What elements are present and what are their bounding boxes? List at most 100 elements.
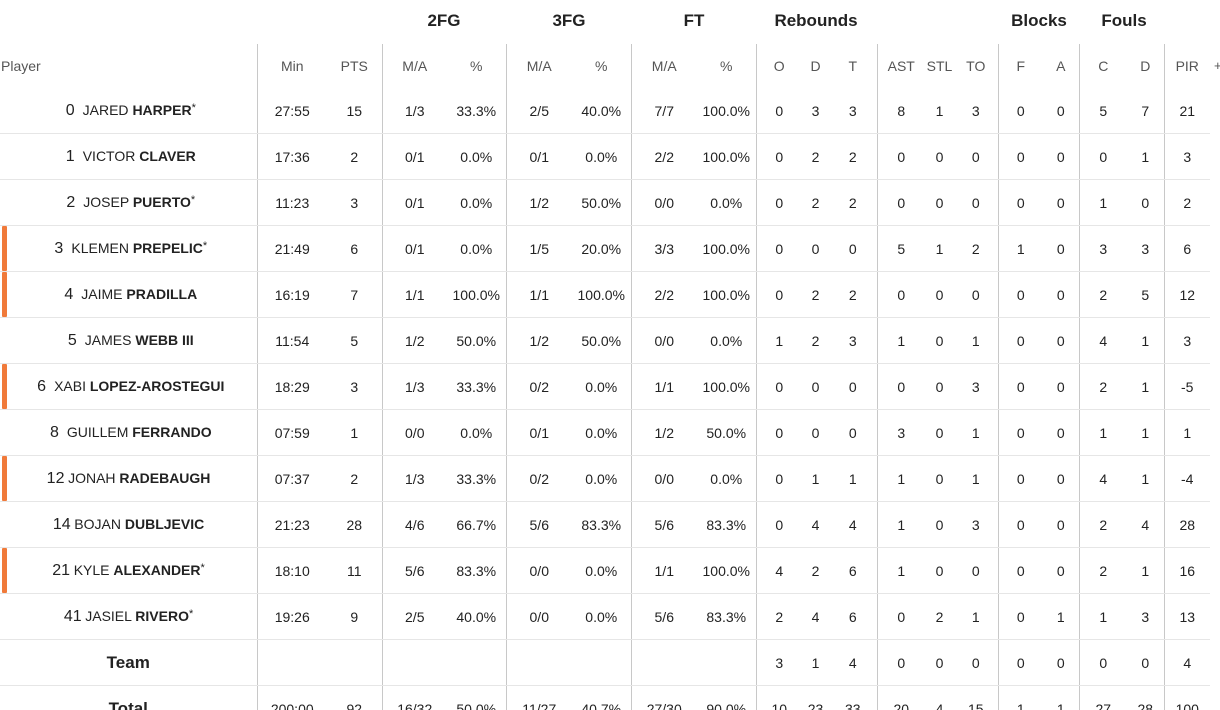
cell-reb-t: 4 [829,639,877,686]
cell-ft-pct: 100.0% [697,225,756,272]
col-header-reb-o[interactable]: O [755,44,802,88]
cell-reb-d: 2 [802,317,829,364]
cell-ast: 0 [876,179,925,226]
player-cell[interactable]: 5 JAMES WEBB III [0,317,257,364]
player-first-name[interactable]: XABI [54,377,86,394]
cell-2fg-ma: 2/5 [381,593,447,640]
cell-ft-ma [630,639,697,686]
cell-foul-d: 7 [1127,88,1164,134]
player-row[interactable]: 12 JONAH RADEBAUGH 07:37 2 1/3 33.3% 0/2 0.0% 0/… [0,455,1210,502]
player-row[interactable]: 1 VICTOR CLAVER 17:36 2 0/1 0.0% 0/1 0.0% 2/2 100… [0,133,1210,180]
col-header-ft-ma[interactable]: M/A [630,44,697,88]
player-last-name[interactable]: ALEXANDER [113,561,201,578]
player-last-name[interactable]: DUBLJEVIC [124,515,205,532]
col-header-2fg-ma[interactable]: M/A [381,44,447,88]
player-row[interactable]: 6 XABI LOPEZ-AROSTEGUI 18:29 3 1/3 33.3% 0/2 0.… [0,363,1210,410]
cell-ast: 0 [876,639,925,686]
col-header-2fg-pct[interactable]: % [470,58,483,74]
col-header-3fg-ma[interactable]: M/A [505,44,572,88]
col-header-foul-c[interactable]: C [1078,44,1127,88]
cell-blk-a: 0 [1043,547,1079,594]
player-cell[interactable]: 0 JARED HARPER* [0,88,257,134]
player-cell[interactable]: 8 GUILLEM FERRANDO [0,409,257,456]
col-header-player[interactable]: Player [1,58,41,74]
cell-3fg-ma: 0/2 [505,363,572,410]
col-header-reb-t[interactable]: T [848,58,858,74]
cell-foul-d: 28 [1137,700,1154,710]
player-first-name[interactable]: BOJAN [74,515,121,532]
player-last-name[interactable]: LOPEZ-AROSTEGUI [89,377,225,394]
col-header-to[interactable]: TO [966,58,986,74]
player-cell[interactable]: 21 KYLE ALEXANDER* [0,547,257,594]
player-row[interactable]: 0 JARED HARPER* 27:55 15 1/3 33.3% 2/5 40.0% 7/7… [0,88,1210,134]
player-first-name[interactable]: VICTOR [82,147,136,164]
player-row[interactable]: 21 KYLE ALEXANDER* 18:10 11 5/6 83.3% 0/0 0.0% 1… [0,547,1210,594]
cell-3fg-pct: 0.0% [572,133,631,180]
cell-foul-c: 1 [1078,179,1127,226]
player-row[interactable]: 8 GUILLEM FERRANDO 07:59 1 0/0 0.0% 0/1 0.0% 1/2… [0,409,1210,456]
cell-min: 21:23 [256,501,327,548]
player-last-name[interactable]: FERRANDO [132,423,212,440]
player-first-name[interactable]: JONAH [68,469,116,486]
player-last-name[interactable]: WEBB III [135,331,194,348]
col-header-3fg-pct[interactable]: % [595,58,608,74]
player-cell[interactable]: 12 JONAH RADEBAUGH [0,455,257,502]
player-first-name[interactable]: GUILLEM [66,423,129,440]
col-header-blk-a[interactable]: A [1056,58,1066,74]
col-header-stl[interactable]: STL [926,58,953,74]
player-cell[interactable]: 3 KLEMEN PREPELIC* [0,225,257,272]
player-last-name[interactable]: HARPER [132,101,192,118]
cell-foul-c: 3 [1078,225,1127,272]
player-cell[interactable]: 14 BOJAN DUBLJEVIC [0,501,257,548]
player-first-name[interactable]: JARED [82,101,129,118]
player-cell[interactable]: 6 XABI LOPEZ-AROSTEGUI [0,363,257,410]
player-last-name[interactable]: CLAVER [139,147,196,164]
cell-foul-d: 1 [1127,409,1164,456]
player-row[interactable]: 2 JOSEP PUERTO* 11:23 3 0/1 0.0% 1/2 50.0% 0/0 0.… [0,179,1210,226]
player-first-name[interactable]: JOSEP [83,193,129,210]
cell-to: 1 [954,455,998,502]
cell-blk-f: 0 [997,363,1043,410]
player-row[interactable]: 4 JAIME PRADILLA 16:19 7 1/1 100.0% 1/1 100.0% 2… [0,271,1210,318]
col-header-min[interactable]: Min [256,44,327,88]
cell-reb-t: 0 [829,409,877,456]
starter-mark: * [191,101,196,114]
col-header-blk-f[interactable]: F [997,44,1043,88]
cell-reb-t: 4 [829,501,877,548]
player-last-name[interactable]: PREPELIC [132,239,203,256]
col-header-pir[interactable]: PIR [1163,44,1210,88]
player-last-name[interactable]: RADEBAUGH [119,469,211,486]
player-first-name[interactable]: KLEMEN [71,239,129,256]
player-cell[interactable]: 1 VICTOR CLAVER [0,133,257,180]
player-first-name[interactable]: JAMES [84,331,132,348]
more-columns-indicator[interactable]: + [1214,58,1220,73]
player-first-name[interactable]: JAIME [81,285,123,302]
col-header-foul-d[interactable]: D [1140,58,1151,74]
player-cell[interactable]: 41 JASIEL RIVERO* [0,593,257,640]
player-row[interactable]: 41 JASIEL RIVERO* 19:26 9 2/5 40.0% 0/0 0.0% 5/6… [0,593,1210,640]
player-row[interactable]: 5 JAMES WEBB III 11:54 5 1/2 50.0% 1/2 50.0% 0/0… [0,317,1210,364]
cell-pir: 6 [1163,225,1210,272]
cell-min: 11:54 [256,317,327,364]
cell-3fg-pct: 40.0% [572,88,631,134]
player-first-name[interactable]: KYLE [73,561,110,578]
player-cell[interactable]: 2 JOSEP PUERTO* [0,179,257,226]
player-cell[interactable]: 4 JAIME PRADILLA [0,271,257,318]
player-last-name[interactable]: PUERTO [132,193,191,210]
cell-to: 2 [954,225,998,272]
cell-3fg-ma: 1/2 [505,179,572,226]
cell-3fg-ma: 0/1 [505,409,572,456]
col-header-ast[interactable]: AST [876,44,925,88]
player-last-name[interactable]: PRADILLA [126,285,198,302]
player-row[interactable]: 3 KLEMEN PREPELIC* 21:49 6 0/1 0.0% 1/5 20.0% 3/… [0,225,1210,272]
col-header-reb-d[interactable]: D [810,58,821,74]
cell-to: 3 [954,88,998,134]
player-row[interactable]: 14 BOJAN DUBLJEVIC 21:23 28 4/6 66.7% 5/6 83.3%… [0,501,1210,548]
player-last-name[interactable]: RIVERO [135,607,189,624]
col-header-pts[interactable]: PTS [340,58,368,74]
col-header-ft-pct[interactable]: % [720,58,733,74]
cell-reb-t: 33 [844,700,861,710]
cell-foul-d: 1 [1127,455,1164,502]
player-first-name[interactable]: JASIEL [85,607,132,624]
cell-ft-ma: 2/2 [630,133,697,180]
